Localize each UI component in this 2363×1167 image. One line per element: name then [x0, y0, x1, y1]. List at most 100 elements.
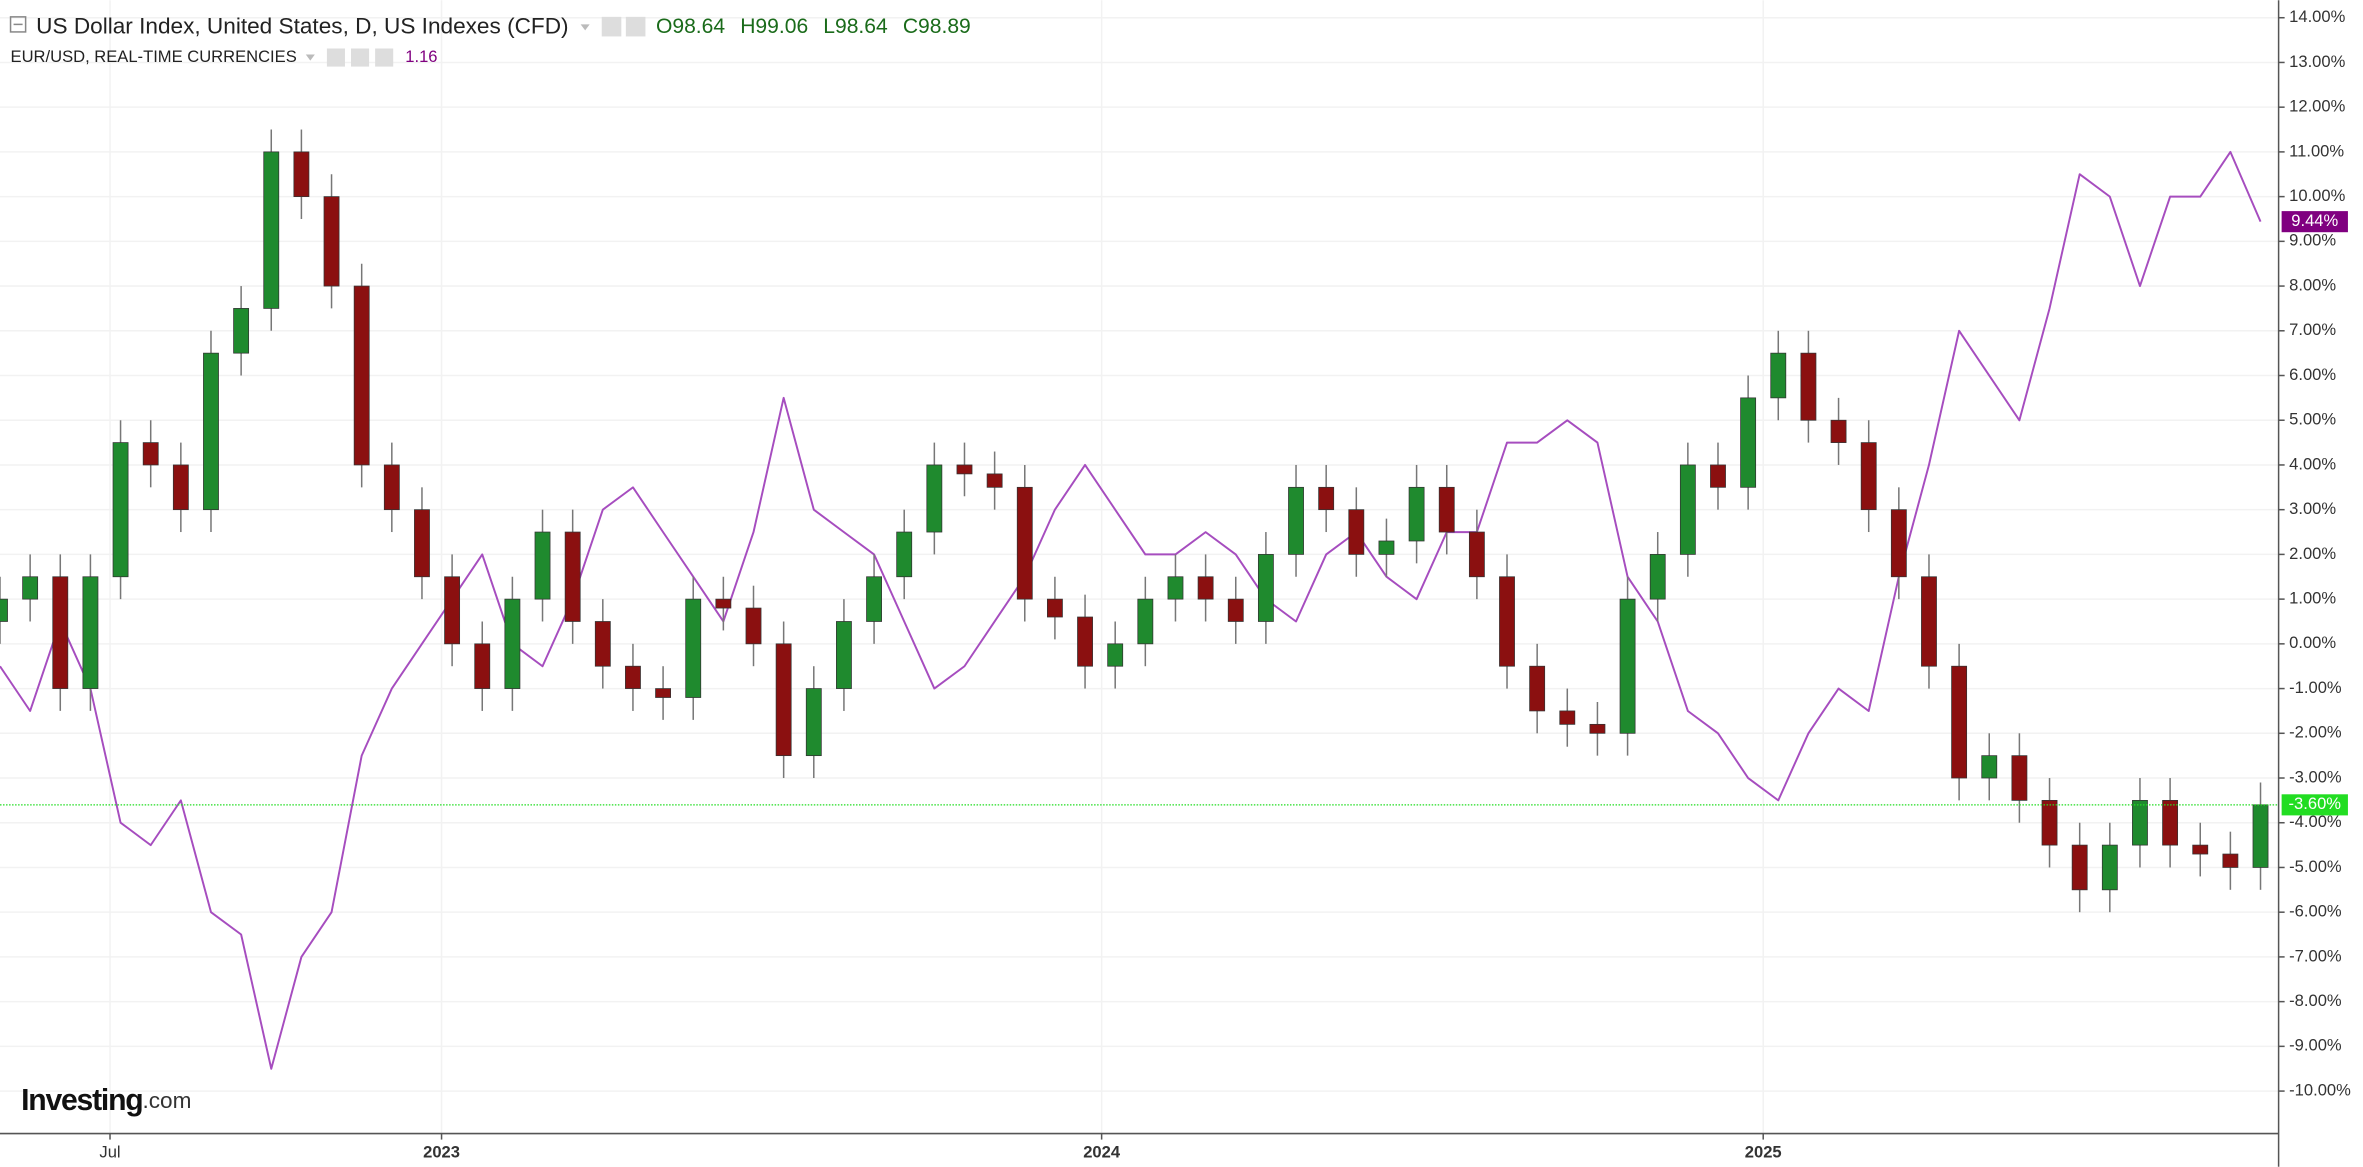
y-tick-label: 4.00% [2289, 454, 2336, 473]
candle-body [2101, 844, 2118, 891]
candle-body [2252, 804, 2269, 868]
candle-body [1951, 665, 1968, 779]
candle-body [1348, 509, 1365, 555]
candle-body [2222, 853, 2239, 868]
y-tick-label: -10.00% [2289, 1080, 2351, 1099]
y-tick-label: -8.00% [2289, 991, 2342, 1010]
y-tick-label: 14.00% [2289, 7, 2345, 26]
candle-body [112, 442, 129, 578]
candle-body [1589, 723, 1606, 734]
candle-body [383, 464, 400, 511]
candle-body [625, 665, 641, 689]
candle-body [1438, 486, 1455, 533]
candle-body [1227, 598, 1244, 622]
x-tick-label: 2023 [423, 1143, 460, 1162]
y-tick-label: 12.00% [2289, 97, 2345, 116]
candle-body [1499, 576, 1515, 667]
candle-body [926, 464, 943, 533]
candle-body [1107, 643, 1124, 667]
candle-body [474, 643, 491, 689]
y-tick-label: 8.00% [2289, 275, 2336, 294]
candle-body [655, 688, 671, 698]
y-tick-label: -1.00% [2289, 678, 2342, 697]
y-tick-label: 1.00% [2289, 588, 2336, 607]
dropdown-icon[interactable] [305, 54, 315, 61]
candle-body [1167, 576, 1184, 600]
candle-body [52, 576, 69, 689]
collapse-icon[interactable] [9, 16, 27, 33]
y-tick-label: -2.00% [2289, 723, 2342, 742]
candle-body [1921, 576, 1937, 667]
visibility-icon[interactable] [625, 16, 646, 37]
close-icon[interactable] [375, 48, 394, 67]
candle-body [1619, 598, 1636, 734]
candle-body [1710, 464, 1726, 488]
candle-body [1800, 352, 1817, 421]
candle-body [323, 196, 340, 287]
candle-body [805, 688, 822, 757]
candle-body [353, 285, 370, 466]
y-tick-label: 13.00% [2289, 52, 2345, 71]
quote-value: 1.16 [405, 47, 437, 66]
quote-group: 1.16 [305, 47, 438, 67]
y-tick-label: 11.00% [2289, 141, 2344, 160]
candle-body [1408, 486, 1425, 542]
x-tick-label: Jul [99, 1143, 120, 1162]
settings-icon[interactable] [326, 48, 345, 67]
candle-body [896, 531, 913, 578]
y-tick-label: 9.00% [2289, 231, 2336, 250]
candle-body [293, 151, 310, 197]
last-value-label: 9.44% [2291, 211, 2338, 230]
candle-body [685, 598, 702, 698]
candle-body [1529, 665, 1546, 712]
candle-body [2011, 755, 2028, 801]
candle-body [986, 473, 1003, 488]
quote-group: O98.64 H99.06 L98.64 C98.89 [580, 15, 971, 38]
y-tick-label: -7.00% [2289, 946, 2342, 965]
dropdown-icon[interactable] [580, 24, 590, 31]
y-tick-label: -3.00% [2289, 767, 2342, 786]
y-tick-label: 7.00% [2289, 320, 2336, 339]
candle-body [1257, 554, 1274, 622]
candle-body [1137, 598, 1154, 645]
candle-body [1197, 576, 1214, 600]
candle-body [172, 464, 189, 511]
candle-body [1649, 554, 1666, 600]
watermark: Investing.com [21, 1084, 191, 1117]
y-tick-label: 3.00% [2289, 499, 2336, 518]
candle-body [1981, 755, 1998, 779]
axes: 14.00% 13.00% 12.00% 11.00% 10.00% 9.00% 8.00%… [99, 7, 2351, 1161]
candle-body [0, 598, 8, 622]
candle-body [836, 621, 852, 689]
y-tick-label: -6.00% [2289, 902, 2342, 921]
y-tick-label: 10.00% [2289, 186, 2345, 205]
candle-body [263, 151, 280, 309]
last-value-tag [2281, 211, 2348, 233]
series-title: US Dollar Index, United States, D, US In… [36, 13, 568, 38]
visibility-icon[interactable] [351, 48, 370, 67]
candle-body [1830, 419, 1847, 443]
candle-body [1740, 397, 1757, 488]
y-tick-label: -9.00% [2289, 1036, 2342, 1055]
candle-body [233, 308, 250, 354]
quote-value: C98.89 [903, 15, 971, 38]
candle-body [1318, 486, 1335, 511]
candle-body [1288, 486, 1304, 555]
candle-body [745, 607, 762, 645]
candle-body [1559, 710, 1576, 725]
candle-body [1860, 442, 1877, 511]
candle-body [715, 598, 732, 609]
candle-body [866, 576, 882, 622]
candle-body [594, 621, 611, 667]
y-tick-label: -4.00% [2289, 812, 2342, 831]
series-line [0, 150, 2262, 1070]
candle-body [1890, 509, 1907, 578]
settings-icon[interactable] [601, 16, 622, 37]
candle-body [2132, 799, 2148, 846]
quote-value: O98.64 [656, 15, 725, 38]
candle-body [775, 643, 792, 757]
y-tick-label: 2.00% [2289, 544, 2336, 563]
candle-body [444, 576, 461, 645]
